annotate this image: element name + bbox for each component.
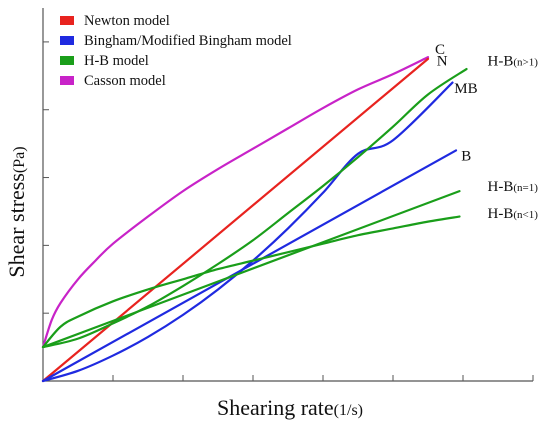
line-label-subscript: (n=1) (513, 182, 538, 194)
x-axis-label: Shearing rate (217, 395, 334, 420)
line-label-text: H-B (488, 206, 514, 222)
legend-item: Casson model (60, 73, 166, 89)
series-c-line (41, 56, 430, 349)
legend-swatch (60, 36, 74, 45)
line-label-text: B (461, 149, 471, 165)
series-layer (41, 56, 468, 383)
legend-item: H-B model (60, 53, 149, 69)
line-label-text: C (435, 42, 445, 58)
line-label: B (461, 149, 471, 165)
series-n-line (41, 57, 430, 383)
series-h-b-n-1--line (41, 67, 468, 349)
line-label: H-B(n<1) (488, 206, 539, 222)
line-label: MB (454, 81, 477, 97)
line-label-subscript: (n>1) (513, 57, 538, 69)
legend: Newton model Bingham/Modified Bingham mod… (60, 13, 292, 89)
legend-label: Newton model (84, 13, 170, 29)
series-b-line (41, 149, 458, 383)
line-label: N (437, 54, 448, 70)
x-axis-unit: (1/s) (334, 402, 363, 419)
y-axis-unit: (Pa) (11, 146, 28, 173)
legend-label: Casson model (84, 73, 166, 89)
line-label-text: H-B (488, 54, 514, 70)
legend-item: Newton model (60, 13, 170, 29)
legend-swatch (60, 16, 74, 25)
legend-label: Bingham/Modified Bingham model (84, 33, 292, 49)
line-label: C (435, 42, 445, 58)
line-label-text: H-B (488, 179, 514, 195)
y-axis-label: Shear stress (4, 173, 29, 277)
legend-swatch (60, 76, 74, 85)
y-axis-title: Shear stress(Pa) (4, 146, 29, 277)
legend-swatch (60, 56, 74, 65)
line-label-text: N (437, 54, 448, 70)
legend-label: H-B model (84, 53, 149, 69)
line-label: H-B(n=1) (488, 179, 539, 195)
x-axis-title: Shearing rate(1/s) (217, 395, 363, 420)
series-h-b-n-1--line (41, 215, 461, 349)
axes (42, 8, 534, 382)
line-label-text: MB (454, 81, 477, 97)
series-h-b-n-1--line (41, 190, 461, 349)
legend-item: Bingham/Modified Bingham model (60, 33, 292, 49)
line-label-subscript: (n<1) (513, 209, 538, 221)
line-label: H-B(n>1) (488, 54, 539, 70)
